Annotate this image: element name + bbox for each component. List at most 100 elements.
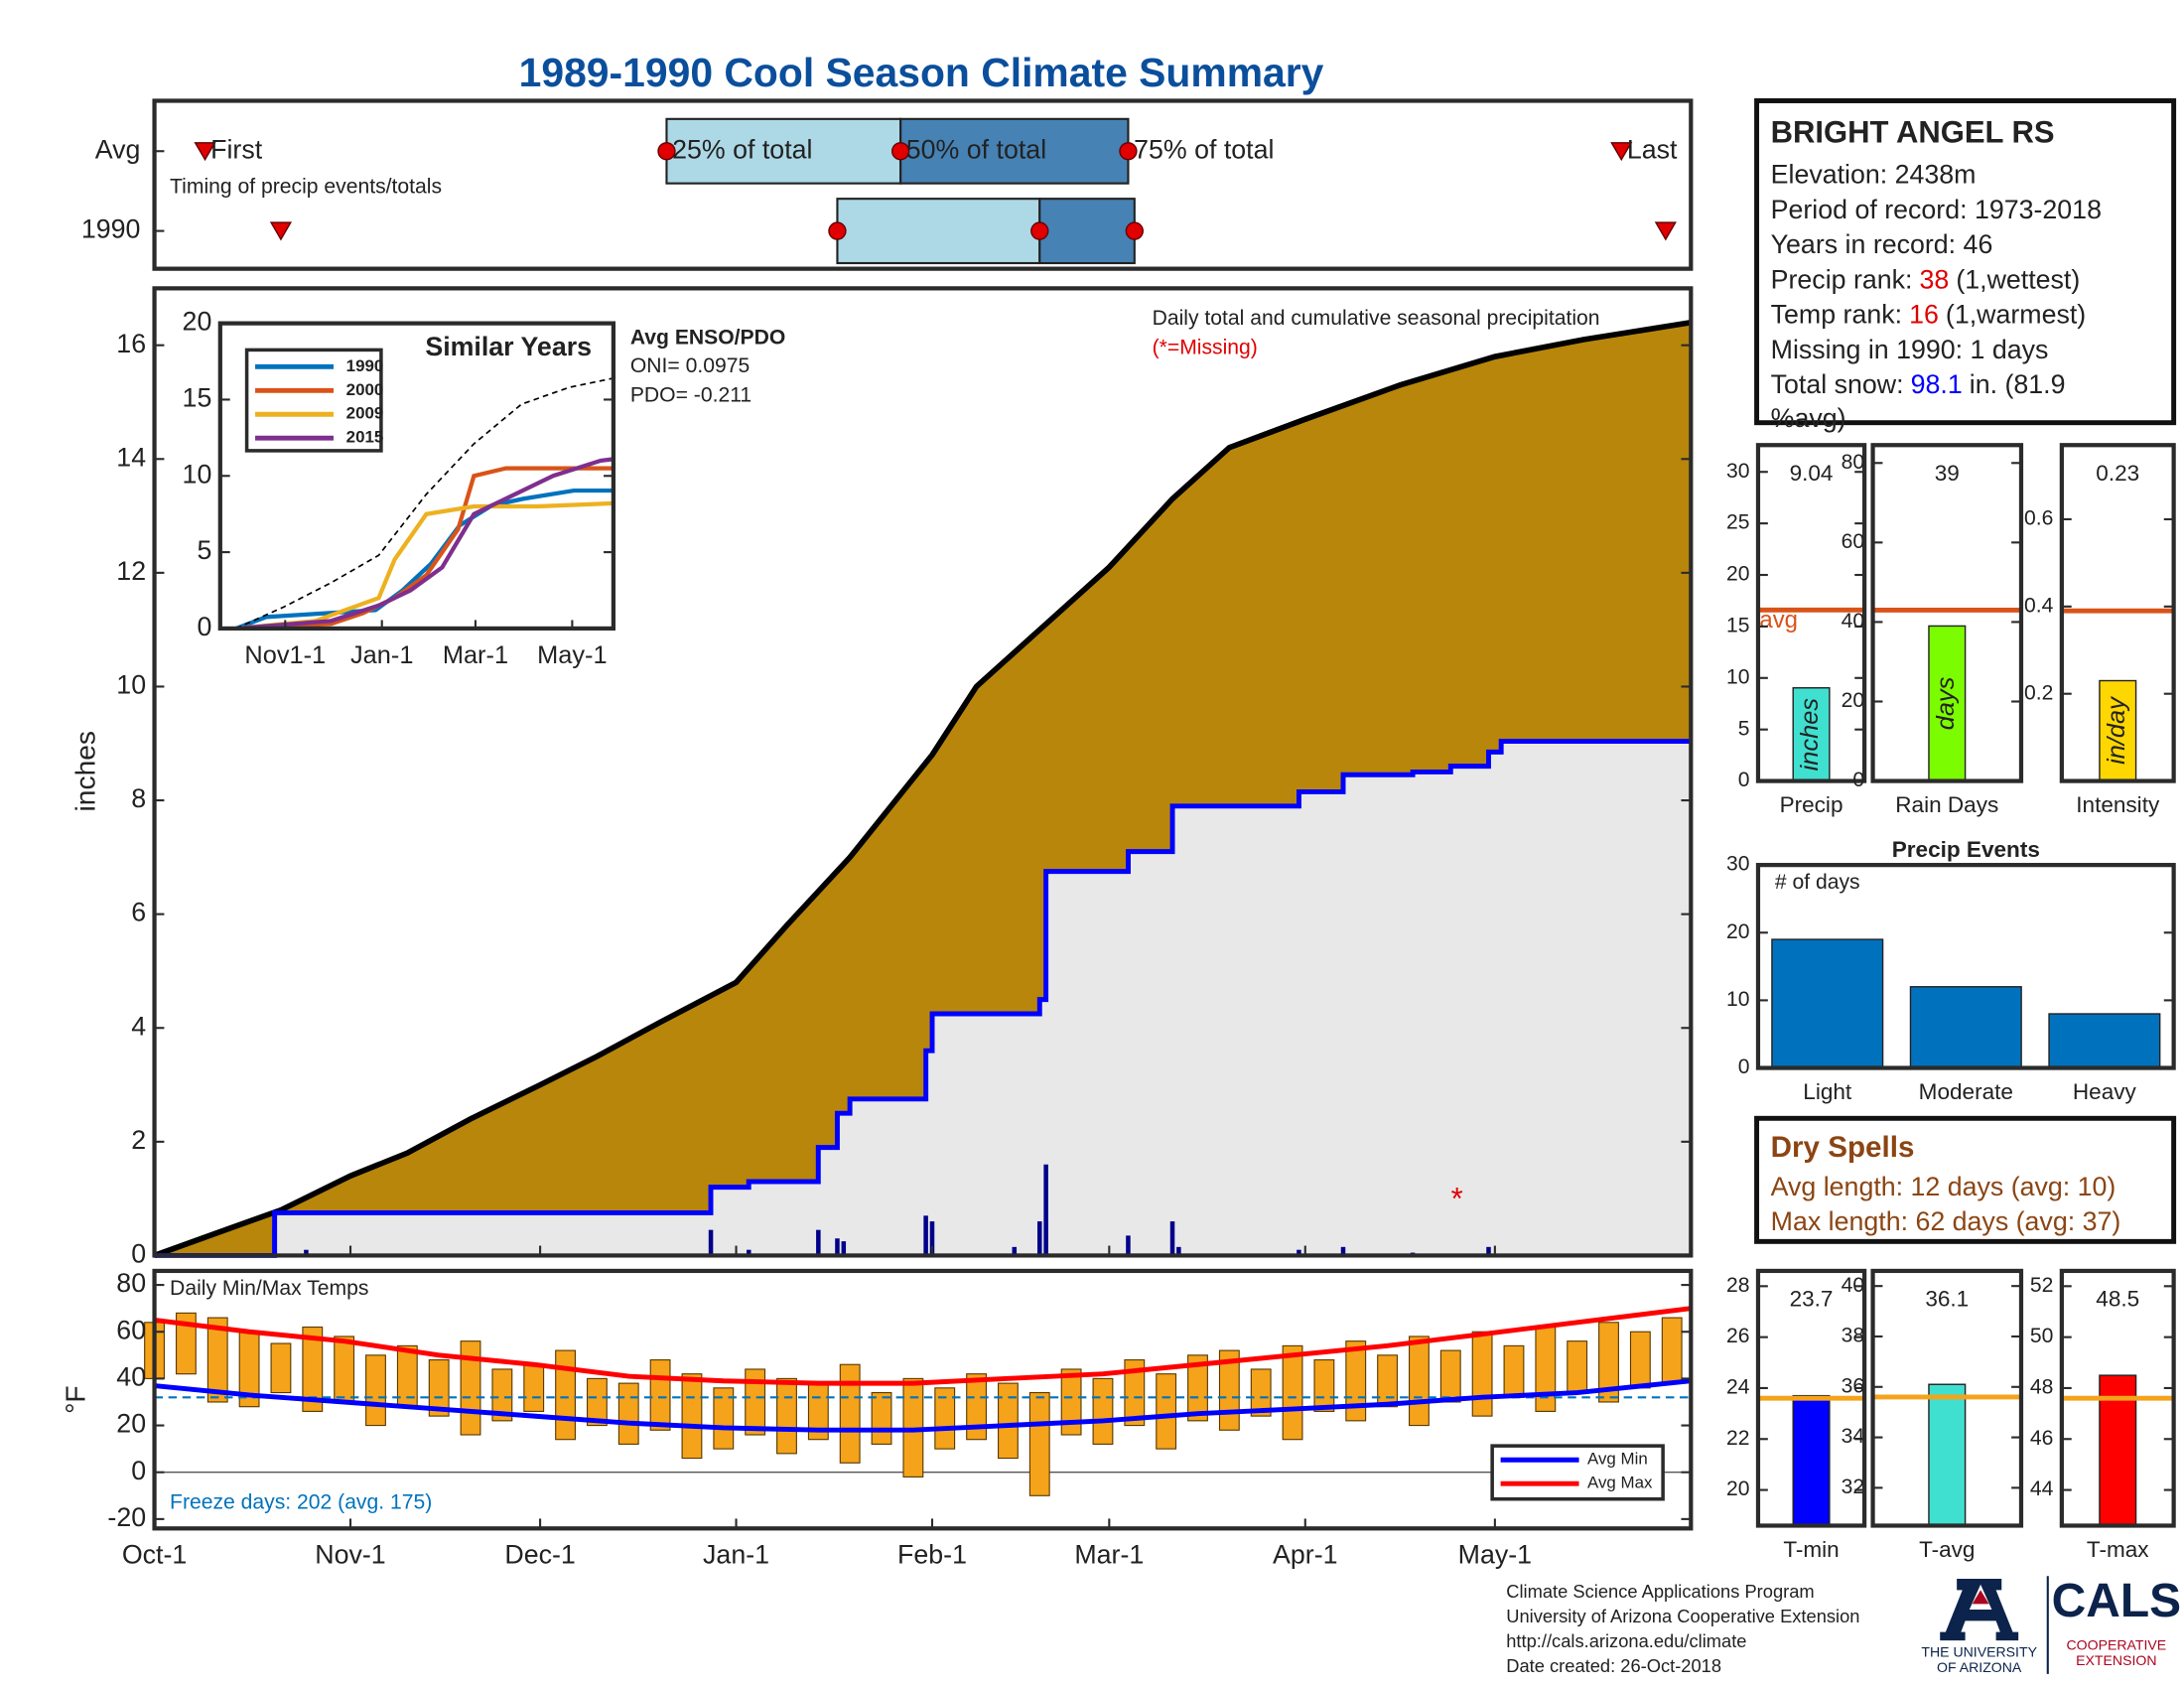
daily-temp-bar bbox=[1629, 1331, 1651, 1389]
daily-temp-bar bbox=[1187, 1354, 1208, 1422]
event-marker bbox=[194, 142, 216, 162]
y-tick-label: 26 bbox=[1726, 1325, 1750, 1347]
station-line: Precip rank: 38 (1,wettest) bbox=[1771, 264, 2081, 294]
y-tick-label: 12 bbox=[116, 556, 146, 586]
station-label: Precip rank: bbox=[1771, 264, 1913, 294]
y-tick-label: 0.4 bbox=[2024, 594, 2054, 617]
daily-temp-bar bbox=[555, 1349, 576, 1441]
daily-temp-bar bbox=[617, 1382, 639, 1445]
season-area bbox=[154, 741, 1692, 1256]
daily-temp-bar bbox=[428, 1358, 450, 1417]
y-tick-label: 44 bbox=[2030, 1477, 2054, 1500]
daily-temp-bar bbox=[491, 1368, 513, 1422]
x-label: Intensity bbox=[2076, 792, 2160, 817]
y-tick-label: 80 bbox=[116, 1268, 146, 1298]
daily-precip-bar bbox=[1340, 1246, 1346, 1256]
daily-temp-bar bbox=[1313, 1358, 1335, 1412]
note: ONI= 0.0975 bbox=[630, 354, 750, 377]
axes-frame bbox=[1870, 1268, 2024, 1528]
daily-temp-bar bbox=[175, 1312, 197, 1375]
total-marker bbox=[1125, 221, 1144, 240]
station-line: Years in record: 46 bbox=[1771, 229, 1993, 259]
daily-temp-bar bbox=[997, 1382, 1019, 1460]
x-label: T-max bbox=[2087, 1537, 2149, 1562]
axes-frame bbox=[1755, 1268, 1867, 1528]
station-line: Missing in 1990: 1 days bbox=[1771, 335, 2049, 364]
y-tick-label: 0 bbox=[1852, 769, 1864, 791]
station-box bbox=[1754, 98, 2177, 426]
y-tick-label: 24 bbox=[1726, 1376, 1750, 1399]
y-tick-label: 0 bbox=[197, 612, 211, 641]
axes-frame bbox=[1755, 443, 1867, 783]
x-label: T-avg bbox=[1919, 1537, 1975, 1562]
avg-temp-line bbox=[154, 1378, 1692, 1433]
daily-temp-bar bbox=[1156, 1373, 1177, 1450]
bar bbox=[1792, 1394, 1831, 1527]
y-tick-label: 20 bbox=[183, 307, 212, 337]
axes-frame bbox=[2059, 443, 2176, 783]
bar-label: in/day bbox=[2103, 696, 2130, 765]
value-label: 36.1 bbox=[1925, 1286, 1969, 1311]
x-label: T-min bbox=[1783, 1537, 1839, 1562]
y-tick-label: 10 bbox=[1726, 665, 1750, 688]
page-title: 1989-1990 Cool Season Climate Summary bbox=[519, 50, 1324, 95]
station-label: Total snow: bbox=[1771, 369, 1904, 399]
legend-label: 2015 bbox=[346, 428, 384, 447]
legend-label: 2009 bbox=[346, 404, 384, 423]
footer-line: University of Arizona Cooperative Extens… bbox=[1506, 1606, 1859, 1626]
daily-temp-bar bbox=[1028, 1391, 1050, 1496]
daily-temp-bar bbox=[1282, 1344, 1303, 1441]
y-tick-label: 50 bbox=[2030, 1325, 2053, 1347]
x-tick-label: May-1 bbox=[1458, 1540, 1532, 1570]
station-value: 16 bbox=[1909, 300, 1939, 330]
daily-temp-bar bbox=[1409, 1336, 1430, 1427]
logo-cals: CALS bbox=[2052, 1575, 2181, 1627]
x-label: Rain Days bbox=[1895, 792, 1998, 817]
y-tick-label: 20 bbox=[1726, 563, 1750, 586]
daily-precip-bar bbox=[1486, 1246, 1491, 1256]
daily-precip-bar bbox=[1126, 1235, 1131, 1256]
y-tick-label: 6 bbox=[131, 898, 146, 927]
daily-temp-bar bbox=[1439, 1349, 1461, 1403]
footer-line: Date created: 26-Oct-2018 bbox=[1506, 1655, 1721, 1676]
similar-year-line bbox=[235, 466, 614, 632]
avg-temp-line bbox=[154, 1306, 1692, 1386]
y-tick-label: 8 bbox=[131, 783, 146, 813]
total-marker bbox=[657, 142, 676, 161]
annotation: Timing of precip events/totals bbox=[170, 175, 442, 198]
bar bbox=[2099, 679, 2137, 782]
daily-temp-bar bbox=[1345, 1340, 1367, 1422]
annotation: Freeze days: 202 (avg. 175) bbox=[170, 1491, 432, 1514]
station-line: Period of record: 1973-2018 bbox=[1771, 195, 2102, 224]
station-note: (1,warmest) bbox=[1946, 300, 2086, 330]
daily-precip-bar bbox=[841, 1241, 847, 1256]
bar bbox=[1792, 687, 1831, 782]
legend-label: Avg Min bbox=[1587, 1450, 1648, 1469]
x-label: Precip bbox=[1780, 792, 1843, 817]
y-tick-label: -20 bbox=[107, 1502, 146, 1532]
event-marker bbox=[1610, 142, 1633, 162]
daily-temp-bar bbox=[1377, 1354, 1399, 1408]
point-label: First bbox=[210, 134, 263, 164]
daily-precip-bar bbox=[747, 1249, 751, 1256]
panel-title: Precip Events bbox=[1892, 837, 2040, 862]
axes-frame bbox=[2059, 1268, 2176, 1528]
daily-temp-bar bbox=[302, 1326, 324, 1412]
y-tick-label: 30 bbox=[1726, 853, 1750, 876]
x-tick-label: Nov-1 bbox=[315, 1540, 385, 1570]
daily-temp-bar bbox=[649, 1358, 671, 1431]
y-tick-label: 48 bbox=[2030, 1376, 2053, 1399]
station-line: Elevation: 2438m bbox=[1771, 160, 1977, 190]
axes-frame bbox=[152, 1268, 1694, 1531]
daily-temp-bar bbox=[1124, 1358, 1146, 1427]
x-tick-label: Jan-1 bbox=[350, 641, 413, 669]
logo-text: THE UNIVERSITY bbox=[1921, 1643, 2037, 1659]
y-tick-label: 30 bbox=[1726, 460, 1750, 483]
daily-precip-bar bbox=[1037, 1221, 1042, 1256]
daily-precip-bar bbox=[708, 1229, 714, 1256]
station-line: %avg) bbox=[1771, 403, 1846, 433]
value-label: 0.23 bbox=[2096, 461, 2139, 486]
y-tick-label: 40 bbox=[1842, 610, 1864, 633]
total-marker bbox=[828, 221, 847, 240]
